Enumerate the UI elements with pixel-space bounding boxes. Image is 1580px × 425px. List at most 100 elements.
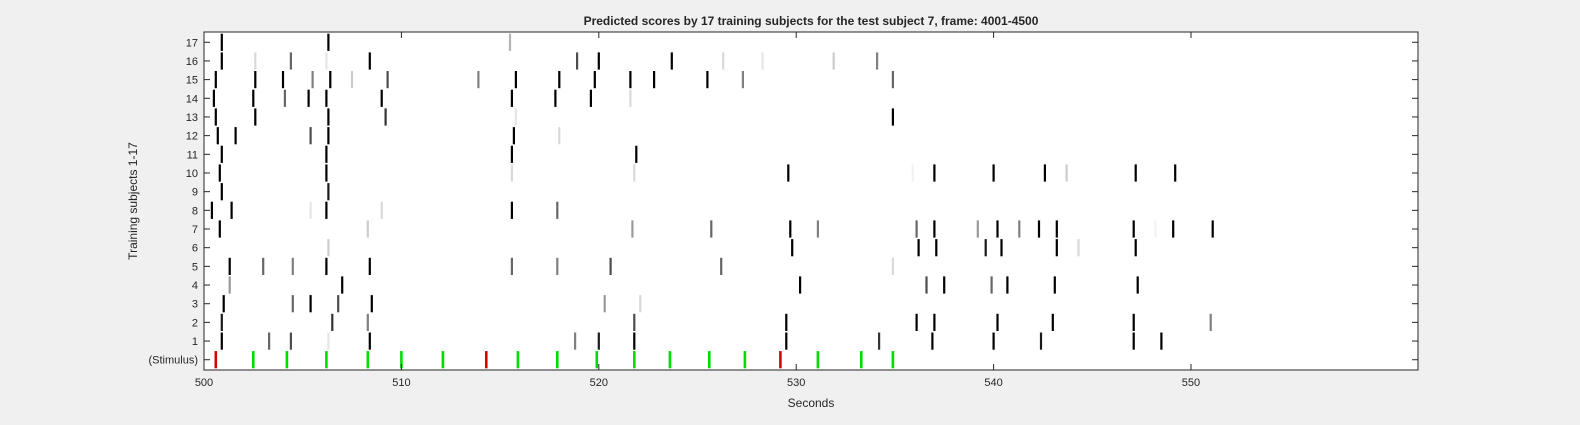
score-mark-s14 xyxy=(380,89,383,107)
score-mark-s3 xyxy=(337,295,340,313)
score-mark-s5 xyxy=(720,257,723,275)
chart-title: Predicted scores by 17 training subjects… xyxy=(584,14,1039,28)
score-mark-s15 xyxy=(214,71,217,89)
stimulus-mark xyxy=(668,351,672,369)
score-mark-s1 xyxy=(220,332,223,350)
stimulus-mark xyxy=(285,351,289,369)
y-tick-label: 5 xyxy=(192,261,198,273)
score-mark-s1 xyxy=(289,332,292,350)
score-mark-s15 xyxy=(350,71,354,89)
event-marks xyxy=(210,33,1214,369)
score-mark-s12 xyxy=(512,127,515,145)
score-mark-s17 xyxy=(327,33,330,51)
score-mark-s10 xyxy=(325,164,328,182)
stimulus-mark xyxy=(366,351,370,369)
score-mark-s2 xyxy=(996,313,999,331)
score-mark-s7 xyxy=(1154,220,1157,238)
stimulus-mark xyxy=(485,351,488,369)
score-mark-s9 xyxy=(220,183,223,201)
score-mark-s5 xyxy=(368,257,371,275)
score-mark-s4 xyxy=(799,276,802,294)
score-mark-s14 xyxy=(629,89,632,107)
score-mark-s2 xyxy=(1132,313,1135,331)
y-tick-label: 9 xyxy=(192,187,198,199)
score-mark-s2 xyxy=(633,313,636,331)
score-mark-s7 xyxy=(789,220,792,238)
stimulus-mark xyxy=(708,351,711,369)
score-mark-s3 xyxy=(291,295,294,313)
stimulus-mark xyxy=(816,351,820,369)
score-mark-s7 xyxy=(1211,220,1214,238)
score-mark-s6 xyxy=(327,239,330,257)
score-mark-s7 xyxy=(996,220,999,238)
y-tick-label: 13 xyxy=(186,112,198,124)
stimulus-mark xyxy=(214,351,218,369)
score-mark-s14 xyxy=(554,89,557,107)
score-mark-s14 xyxy=(307,89,310,107)
y-tick-label: 2 xyxy=(192,317,198,329)
score-mark-s8 xyxy=(380,201,383,219)
score-mark-s15 xyxy=(593,71,596,89)
score-mark-s5 xyxy=(228,257,231,275)
score-mark-s6 xyxy=(791,239,794,257)
score-mark-s7 xyxy=(1132,220,1135,238)
score-mark-s16 xyxy=(368,52,371,70)
score-mark-s14 xyxy=(283,89,286,107)
score-mark-s1 xyxy=(1132,332,1135,350)
score-mark-s10 xyxy=(787,164,790,182)
x-tick-label: 510 xyxy=(392,377,410,389)
score-mark-s1 xyxy=(1039,332,1043,350)
score-mark-s4 xyxy=(925,276,928,294)
y-tick-label: 4 xyxy=(192,280,198,292)
score-mark-s14 xyxy=(252,89,255,107)
score-mark-s15 xyxy=(653,71,656,89)
score-mark-s5 xyxy=(609,257,612,275)
score-mark-s2 xyxy=(220,313,223,331)
score-mark-s13 xyxy=(384,108,387,126)
score-mark-s3 xyxy=(309,295,312,313)
score-mark-s4 xyxy=(1136,276,1139,294)
stimulus-mark xyxy=(252,351,255,369)
y-tick-label: 14 xyxy=(186,93,198,105)
score-mark-s15 xyxy=(629,71,632,89)
score-mark-s8 xyxy=(510,201,513,219)
stimulus-mark xyxy=(891,351,895,369)
y-tick-label: 16 xyxy=(186,56,198,68)
x-axis-ticks: 500 510 520 530 540 550 xyxy=(195,32,1200,389)
stimulus-mark xyxy=(743,351,747,369)
y-tick-label: 8 xyxy=(192,205,198,217)
score-mark-s5 xyxy=(325,257,328,275)
stimulus-mark xyxy=(779,351,782,369)
score-mark-s3 xyxy=(639,295,642,313)
score-mark-s15 xyxy=(514,71,517,89)
score-mark-s12 xyxy=(309,127,312,145)
score-mark-s2 xyxy=(1051,313,1054,331)
x-tick-label: 550 xyxy=(1182,377,1200,389)
y-tick-label: 1 xyxy=(192,336,198,348)
score-mark-s4 xyxy=(1053,276,1056,294)
y-tick-label: 11 xyxy=(187,149,198,161)
score-mark-s10 xyxy=(933,164,936,182)
stimulus-mark xyxy=(516,351,520,369)
score-mark-s10 xyxy=(992,164,995,182)
score-mark-s1 xyxy=(931,332,934,350)
score-mark-s13 xyxy=(254,108,257,126)
stimulus-mark xyxy=(556,351,559,369)
score-mark-s8 xyxy=(309,201,312,219)
score-mark-s1 xyxy=(633,332,636,350)
y-tick-label: 15 xyxy=(186,75,198,87)
score-mark-s2 xyxy=(915,313,918,331)
score-mark-s12 xyxy=(216,127,219,145)
y-tick-label: 3 xyxy=(192,299,198,311)
score-mark-s13 xyxy=(327,108,330,126)
score-mark-s13 xyxy=(514,108,517,126)
score-mark-s14 xyxy=(510,89,513,107)
score-mark-s12 xyxy=(327,127,330,145)
x-tick-label: 540 xyxy=(984,377,1002,389)
score-mark-s8 xyxy=(556,201,559,219)
score-mark-s9 xyxy=(327,183,330,201)
score-mark-s5 xyxy=(291,257,294,275)
